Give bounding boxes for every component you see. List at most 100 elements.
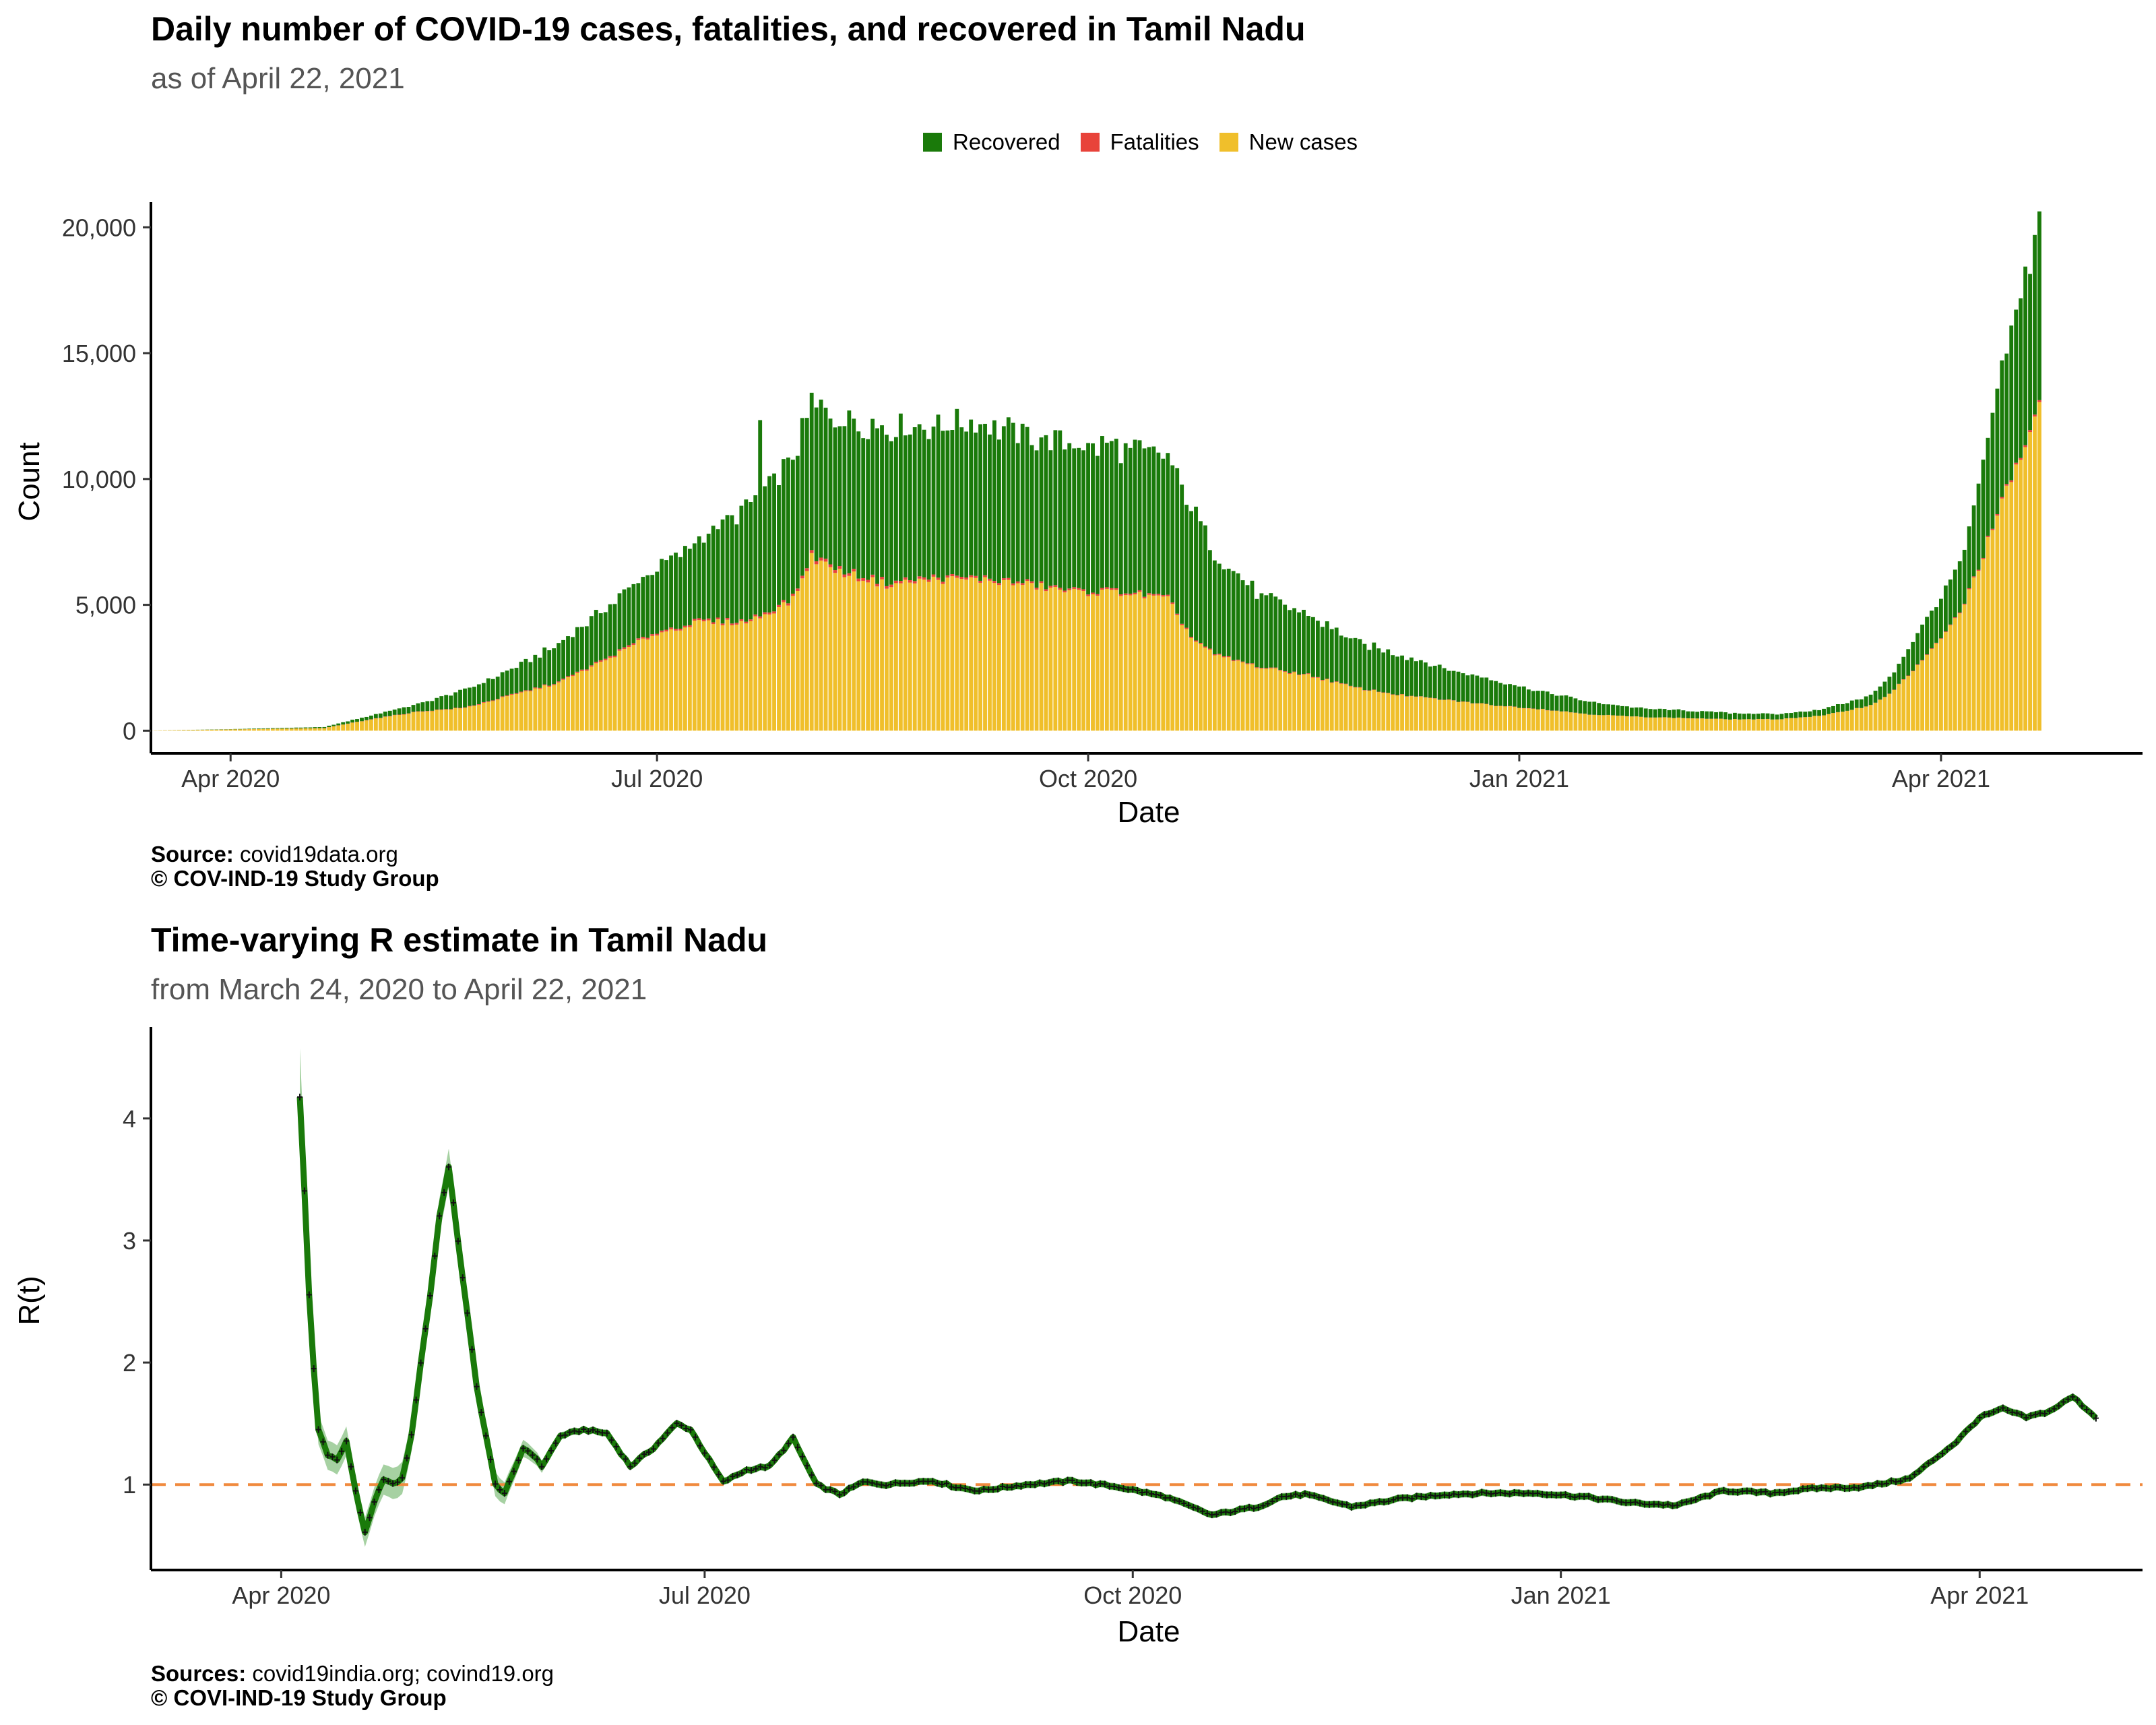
bar-recovered [1475,675,1480,703]
bar-new-cases [284,728,289,731]
bar-recovered [1184,505,1189,628]
bar-new-cases [2009,482,2014,731]
bar-recovered [1362,644,1367,691]
r-point-marker [1306,1491,1312,1499]
bar-recovered [1292,608,1297,672]
bar-fatalities [575,671,579,673]
bar-new-cases [641,638,645,731]
r-point-marker [567,1429,573,1436]
bar-fatalities [1953,617,1957,619]
bar-fatalities [1058,588,1063,590]
bar-new-cases [594,663,598,731]
bar-recovered [495,677,500,699]
r-point-marker [1977,1414,1983,1421]
r-point-marker [413,1396,419,1404]
bar-new-cases [1494,706,1498,731]
bar-recovered [945,430,950,575]
bar-recovered [711,526,716,623]
bar-recovered [1742,714,1746,720]
bar-recovered [777,485,781,605]
bar-recovered [1437,664,1442,700]
bar-fatalities [2028,430,2032,433]
r-point-marker [455,1237,461,1245]
r-point-marker [1032,1481,1038,1488]
bar-recovered [1212,560,1217,655]
bar-fatalities [875,584,879,587]
bar-recovered [1123,443,1128,594]
bar-recovered [1461,673,1465,701]
r-point-marker [2000,1404,2006,1412]
bar-fatalities [730,623,734,625]
r-point-marker [1692,1496,1699,1503]
bar-new-cases [880,579,884,731]
bar-new-cases [1967,589,1971,731]
r-point-marker [315,1426,321,1433]
bar-new-cases [1779,719,1784,731]
bar-recovered [1405,660,1409,697]
bar-recovered [955,408,959,576]
bar-new-cases [922,579,926,731]
bar-fatalities [692,619,697,621]
bar-fatalities [978,580,983,583]
bar-recovered [1723,712,1727,720]
bar-fatalities [1939,638,1943,639]
bar-new-cases [1484,703,1489,731]
bar-new-cases [294,728,298,731]
r-point-marker [1065,1476,1071,1484]
bar-recovered [889,441,893,585]
r-point-marker [1283,1493,1290,1500]
bar-new-cases [1329,683,1334,731]
r-point-marker [320,1438,326,1445]
bar-new-cases [1597,715,1602,731]
bar-fatalities [1362,690,1367,691]
r-point-marker [1265,1500,1271,1507]
r-point-marker [1288,1493,1294,1500]
bar-new-cases [490,701,495,731]
r-point-marker [1451,1491,1457,1498]
bar-recovered [866,439,870,580]
bar-new-cases [411,712,416,731]
r-point-marker [1902,1475,1908,1482]
bar-new-cases [1063,592,1067,731]
bar-fatalities [772,611,776,614]
r-point-marker [1740,1487,1746,1495]
r-point-marker [1046,1479,1052,1486]
bar-fatalities [1255,667,1259,668]
r-point-marker [641,1451,647,1458]
r-point-marker [608,1437,614,1444]
r-point-marker [674,1420,680,1427]
r-point-marker [1488,1490,1494,1497]
bar-fatalities [636,638,641,640]
r-point-marker [1828,1485,1834,1493]
chart1-x-tick-label: Jul 2020 [611,765,703,792]
bar-new-cases [1207,650,1212,731]
bar-recovered [1423,662,1428,697]
bar-new-cases [1550,710,1554,731]
bar-new-cases [1583,714,1587,731]
bar-new-cases [1662,717,1667,731]
bar-recovered [1925,617,1929,655]
bar-recovered [978,424,983,581]
bar-fatalities [1063,590,1067,593]
bar-fatalities [955,575,959,578]
r-point-marker [344,1437,350,1445]
bar-recovered [1794,712,1798,718]
bar-new-cases [1835,712,1840,731]
bar-recovered [1240,580,1245,662]
bar-fatalities [538,687,542,689]
bar-fatalities [528,690,533,691]
chart2-title: Time-varying R estimate in Tamil Nadu [151,921,768,959]
r-point-marker [1767,1491,1773,1498]
r-point-marker [623,1455,629,1463]
bar-new-cases [1643,717,1648,731]
r-point-marker [1697,1493,1703,1501]
bar-new-cases [233,729,238,731]
bar-recovered [1624,706,1629,716]
bar-new-cases [468,706,472,731]
bar-new-cases [1611,715,1615,731]
bar-new-cases [1025,581,1029,731]
r-point-marker [450,1199,456,1206]
bar-recovered [1175,468,1180,614]
r-point-marker [1148,1490,1154,1497]
bar-new-cases [720,625,725,731]
